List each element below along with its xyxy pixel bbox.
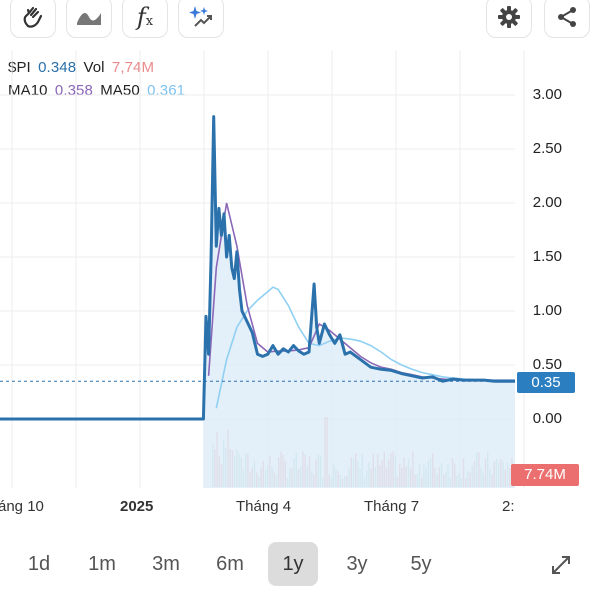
formula-button[interactable]: fx <box>122 0 168 38</box>
y-tick-label: 2.00 <box>532 194 562 211</box>
settings-button[interactable] <box>486 0 532 38</box>
line-style-button[interactable] <box>66 0 112 38</box>
y-tick-label: 3.00 <box>532 86 562 103</box>
range-1d[interactable]: 1d <box>27 553 51 575</box>
range-1y[interactable]: 1y <box>268 542 318 586</box>
y-tick-label: 2.50 <box>532 140 562 157</box>
wave-line-icon <box>77 13 101 25</box>
gear-icon <box>498 6 520 28</box>
range-3m[interactable]: 3m <box>152 553 180 575</box>
x-tick-2025: 2025 <box>120 498 154 515</box>
symbol-label: $PI <box>8 59 31 76</box>
expand-button[interactable] <box>536 542 586 586</box>
x-tick-apr: Tháng 4 <box>236 498 292 515</box>
range-1m[interactable]: 1m <box>88 553 116 575</box>
range-6m[interactable]: 6m <box>216 553 244 575</box>
range-5y[interactable]: 5y <box>410 553 432 575</box>
time-range-bar: 1d 1m 3m 6m 1y 3y 5y <box>0 540 600 588</box>
price-area-fill <box>203 116 515 488</box>
volume-label: Vol <box>83 59 105 76</box>
share-icon <box>558 7 576 27</box>
price-legend: $PI 0.348 Vol 7,74M <box>8 59 157 76</box>
current-price-tag: 0.35 <box>517 372 575 393</box>
price-value: 0.348 <box>38 59 77 76</box>
expand-arrows-icon <box>552 555 570 574</box>
x-tick-oct: áng 10 <box>0 498 44 515</box>
y-tick-label: 0.00 <box>532 410 562 427</box>
formula-icon: fx <box>136 3 154 31</box>
hand-wave-icon <box>23 6 43 28</box>
y-tick-label: 1.00 <box>532 302 562 319</box>
current-volume-tag: 7.74M <box>511 464 579 486</box>
range-3y[interactable]: 3y <box>346 553 368 575</box>
y-tick-label: 1.50 <box>532 248 562 265</box>
volume-value: 7,74M <box>111 59 155 76</box>
price-line <box>0 115 515 421</box>
ma50-line <box>215 286 515 409</box>
sparkle-chart-icon <box>189 6 212 27</box>
share-button[interactable] <box>544 0 590 38</box>
x-tick-jul: Tháng 7 <box>364 498 420 515</box>
y-tick-label: 0.50 <box>532 356 562 373</box>
ai-insight-button[interactable] <box>178 0 224 38</box>
x-tick-next: 2: <box>502 498 515 515</box>
draw-tool-button[interactable] <box>10 0 56 38</box>
